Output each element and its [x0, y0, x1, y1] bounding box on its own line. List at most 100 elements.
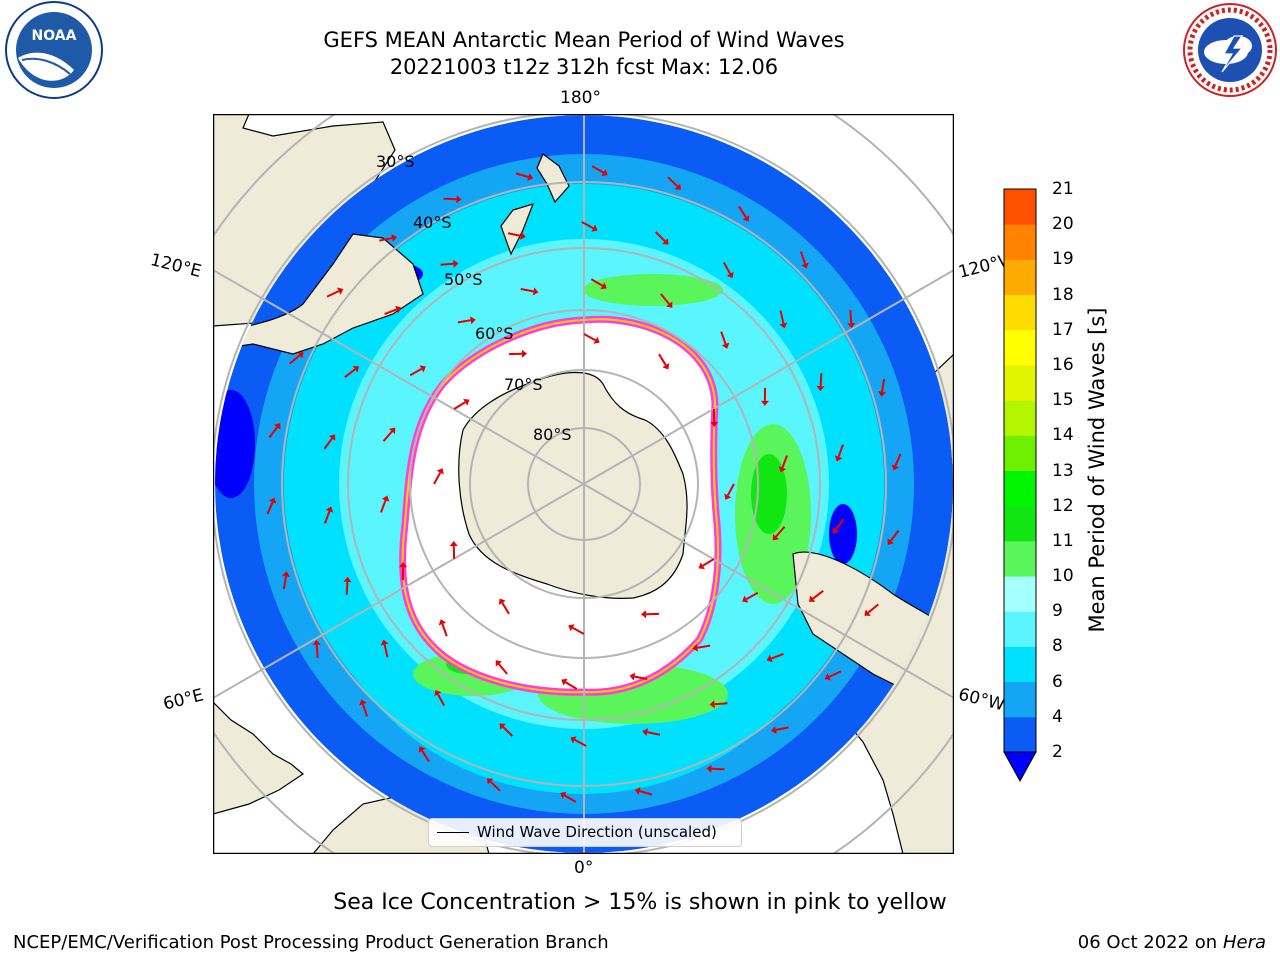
wave-direction-arrow [268, 426, 279, 439]
wave-direction-arrowhead [824, 673, 831, 681]
antarctic-wave-map [213, 114, 954, 854]
wave-direction-arrow [384, 308, 398, 316]
wave-direction-arrow [383, 644, 389, 658]
wave-direction-arrowhead [709, 700, 715, 709]
colorbar-tick-label: 6 [1052, 671, 1063, 692]
wave-direction-arrowhead [498, 598, 506, 605]
wave-direction-arrowhead [419, 365, 426, 373]
footer-branch: NCEP/EMC/Verification Post Processing Pr… [13, 932, 609, 953]
colorbar-segment [1004, 189, 1036, 225]
wave-direction-arrow [697, 644, 711, 649]
wave-direction-arrowhead [726, 271, 734, 279]
wave-direction-arrow [515, 172, 529, 178]
wave-direction-arrowhead [282, 571, 290, 577]
wave-direction-arrowhead [470, 316, 476, 325]
wave-direction-arrow [507, 232, 522, 237]
colorbar-segment [1004, 470, 1036, 507]
wave-direction-arrow [433, 472, 442, 485]
wave-direction-arrowhead [463, 398, 470, 406]
wave-direction-arrow [714, 702, 728, 706]
wave-direction-arrowhead [519, 231, 526, 240]
wave-direction-arrowhead [642, 728, 649, 737]
legend-line-swatch [437, 832, 469, 833]
footer-date: 06 Oct 2022 on Hera [1078, 932, 1266, 953]
wave-direction-arrowhead [847, 322, 856, 329]
wave-direction-arrow [345, 581, 349, 595]
wave-direction-arrow [440, 262, 454, 266]
colorbar-tick-label: 4 [1052, 706, 1063, 727]
wave-direction-arrowhead [391, 234, 397, 242]
wave-direction-arrow [720, 331, 727, 345]
wave-direction-arrow [380, 499, 387, 513]
lat-label-40s: 40°S [413, 213, 452, 232]
wave-direction-arrow [409, 368, 423, 377]
colorbar-label: Mean Period of Wind Waves [s] [1085, 307, 1109, 633]
wave-direction-arrowhead [662, 363, 670, 370]
wave-direction-arrow [441, 623, 448, 637]
wave-direction-arrowhead [268, 497, 277, 504]
wave-direction-arrowhead [359, 699, 367, 706]
wave-direction-arrowhead [388, 427, 396, 435]
wave-direction-arrowhead [662, 238, 669, 245]
lat-label-80s: 80°S [533, 425, 572, 444]
wave-direction-arrow [722, 261, 731, 275]
wave-direction-arrowhead [399, 562, 408, 568]
wave-direction-arrow [266, 501, 274, 515]
colorbar-tick-label: 9 [1052, 601, 1063, 622]
lat-label-60s: 60°S [475, 324, 514, 343]
wave-direction-arrowhead [706, 764, 712, 773]
map-legend: Wind Wave Direction (unscaled) [428, 818, 742, 847]
wave-direction-arrow [289, 354, 301, 365]
wave-direction-arrow [502, 726, 514, 737]
wave-direction-arrowhead [878, 391, 886, 397]
wave-direction-arrow [646, 731, 661, 736]
wave-direction-arrowhead [438, 619, 447, 626]
wave-direction-arrowhead [561, 678, 568, 686]
wave-direction-arrowhead [832, 527, 840, 534]
wave-direction-arrowhead [724, 493, 732, 500]
wave-direction-arrowhead [674, 183, 682, 190]
wave-direction-arrowhead [591, 224, 598, 232]
map-border [213, 114, 954, 854]
wave-direction-arrow [326, 290, 340, 298]
wave-direction-arrow [574, 738, 587, 747]
wave-direction-arrowhead [760, 400, 769, 406]
wave-direction-arrowhead [742, 595, 749, 603]
wave-direction-arrow [453, 401, 466, 410]
nws-logo-icon [1183, 3, 1277, 97]
colorbar-segment [1004, 540, 1036, 577]
wave-direction-arrowhead [778, 466, 787, 473]
wave-direction-arrowhead [532, 287, 539, 296]
wave-direction-arrow [800, 251, 806, 265]
wave-direction-arrowhead [486, 778, 494, 785]
colorbar-tick-label: 16 [1052, 354, 1074, 375]
wave-direction-arrow [437, 693, 446, 707]
colorbar-segment [1004, 435, 1036, 471]
lon-label-120e: 120°E [148, 250, 204, 282]
wave-direction-arrow [775, 526, 786, 538]
wave-direction-arrow [745, 591, 759, 600]
wave-direction-arrow [591, 165, 604, 174]
wave-direction-arrow [828, 670, 842, 678]
wave-direction-arrow [770, 652, 784, 660]
colorbar-tick-label: 2 [1052, 742, 1063, 762]
wave-direction-arrow [565, 681, 578, 690]
wave-direction-arrowhead [641, 610, 647, 619]
colorbar-tick-label: 13 [1052, 460, 1074, 481]
wave-direction-arrow [894, 453, 902, 467]
wave-direction-arrowhead [456, 195, 462, 204]
wave-direction-arrowhead [297, 352, 304, 359]
wave-direction-arrowhead [449, 541, 458, 547]
wave-direction-arrowhead [816, 385, 825, 392]
wave-direction-arrow [501, 602, 510, 615]
wave-direction-arrowhead [570, 736, 577, 744]
wave-direction-arrowhead [692, 643, 698, 652]
colorbar-segment [1004, 364, 1036, 401]
wave-direction-arrowhead [742, 215, 750, 222]
wave-direction-arrow [581, 221, 594, 230]
lon-label-60w: 60°W [956, 684, 1007, 716]
wave-direction-arrow [498, 663, 508, 675]
wave-direction-arrow [667, 176, 679, 188]
wave-direction-arrow [315, 644, 319, 658]
colorbar-tick-label: 11 [1052, 530, 1074, 551]
